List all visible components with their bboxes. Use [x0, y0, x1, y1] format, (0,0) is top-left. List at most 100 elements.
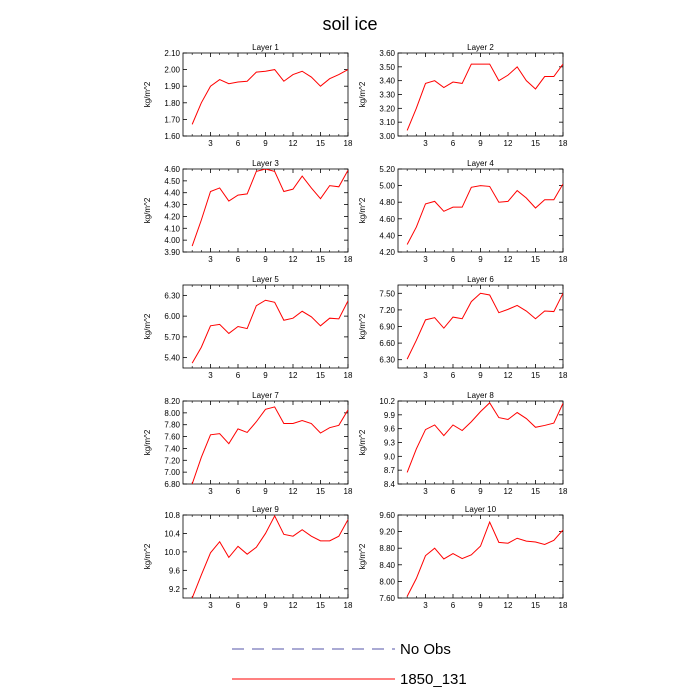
y-tick-label: 9.6 — [169, 566, 181, 575]
plot-frame — [182, 284, 349, 369]
legend-label: No Obs — [400, 641, 451, 658]
x-tick-label: 6 — [451, 487, 456, 496]
series-line — [191, 169, 348, 247]
series-line — [191, 406, 348, 484]
x-tick-label: 3 — [208, 371, 213, 380]
y-tick-label: 3.60 — [379, 49, 395, 58]
y-axis-label: kg/m^2 — [143, 543, 152, 569]
y-tick-label: 5.70 — [164, 333, 180, 342]
y-tick-label: 4.20 — [379, 248, 395, 257]
y-axis-label: kg/m^2 — [143, 429, 152, 455]
y-tick-label: 1.90 — [164, 82, 180, 91]
x-tick-label: 6 — [236, 601, 241, 610]
y-tick-label: 3.20 — [379, 104, 395, 113]
y-axis-label: kg/m^2 — [358, 543, 367, 569]
y-tick-label: 1.80 — [164, 99, 180, 108]
x-tick-label: 6 — [451, 371, 456, 380]
chart-panel: Layer 4 3 6 9 12 15 18 4.20 4.40 4.60 4.80 5.00 5.20… — [358, 159, 568, 264]
legend: No Obs 1850_131 — [232, 641, 467, 688]
x-tick-label: 6 — [236, 487, 241, 496]
y-tick-label: 7.60 — [379, 594, 395, 603]
y-tick-label: 9.20 — [379, 528, 395, 537]
legend-label: 1850_131 — [400, 671, 467, 688]
series-line — [406, 402, 563, 473]
panel-title: Layer 3 — [252, 159, 279, 168]
panel-title: Layer 2 — [467, 43, 494, 52]
y-tick-label: 5.00 — [379, 182, 395, 191]
y-tick-label: 3.00 — [379, 132, 395, 141]
plot-frame — [182, 52, 349, 137]
x-tick-label: 12 — [504, 255, 513, 264]
x-tick-label: 9 — [478, 255, 483, 264]
x-tick-label: 18 — [344, 371, 353, 380]
panel-title: Layer 10 — [465, 505, 497, 514]
chart-panel: Layer 7 3 6 9 12 15 18 6.80 7.00 7.20 7.40 7.60 7.80… — [143, 391, 353, 496]
y-tick-label: 3.50 — [379, 63, 395, 72]
panels: Layer 1 3 6 9 12 15 18 1.60 1.70 1.80 1.90 2.00 2.10… — [143, 43, 568, 610]
x-tick-label: 9 — [263, 255, 268, 264]
series-line — [191, 515, 348, 598]
x-tick-label: 15 — [531, 255, 540, 264]
chart-panel: Layer 1 3 6 9 12 15 18 1.60 1.70 1.80 1.90 2.00 2.10… — [143, 43, 353, 148]
y-tick-label: 4.80 — [379, 198, 395, 207]
x-tick-label: 3 — [208, 601, 213, 610]
x-tick-label: 12 — [504, 139, 513, 148]
x-tick-label: 15 — [531, 139, 540, 148]
series-line — [406, 520, 563, 597]
y-tick-label: 10.8 — [164, 511, 180, 520]
chart-panel: Layer 2 3 6 9 12 15 18 3.00 3.10 3.20 3.30 3.40 3.50… — [358, 43, 568, 148]
x-tick-label: 18 — [344, 487, 353, 496]
y-tick-label: 9.0 — [384, 452, 396, 461]
x-tick-label: 15 — [531, 371, 540, 380]
plot-frame — [397, 400, 564, 485]
x-tick-label: 9 — [263, 487, 268, 496]
y-tick-label: 8.00 — [164, 409, 180, 418]
chart-panel: Layer 5 3 6 9 12 15 18 5.40 5.70 6.00 6.30 kg/m^2 — [143, 275, 353, 380]
series-line — [406, 292, 563, 360]
y-tick-label: 6.00 — [164, 312, 180, 321]
series-line — [406, 183, 563, 245]
y-tick-label: 8.4 — [384, 480, 396, 489]
y-tick-label: 2.10 — [164, 49, 180, 58]
y-axis-label: kg/m^2 — [358, 81, 367, 107]
x-tick-label: 18 — [559, 139, 568, 148]
x-tick-label: 12 — [504, 371, 513, 380]
y-tick-label: 7.20 — [379, 306, 395, 315]
figure-title: soil ice — [322, 14, 377, 34]
x-tick-label: 3 — [423, 371, 428, 380]
panel-title: Layer 7 — [252, 391, 279, 400]
x-tick-label: 6 — [451, 139, 456, 148]
series-line — [406, 63, 563, 131]
x-tick-label: 18 — [344, 255, 353, 264]
chart-panel: Layer 10 3 6 9 12 15 18 7.60 8.00 8.40 8.80 9.20 9.6… — [358, 505, 568, 610]
y-tick-label: 4.60 — [164, 165, 180, 174]
x-tick-label: 18 — [344, 601, 353, 610]
x-tick-label: 6 — [236, 255, 241, 264]
y-axis-label: kg/m^2 — [143, 81, 152, 107]
plot-frame — [182, 168, 349, 253]
x-tick-label: 15 — [531, 601, 540, 610]
y-tick-label: 9.2 — [169, 585, 181, 594]
x-tick-label: 15 — [316, 255, 325, 264]
x-tick-label: 15 — [316, 487, 325, 496]
y-tick-label: 4.20 — [164, 212, 180, 221]
x-tick-label: 12 — [289, 371, 298, 380]
y-tick-label: 8.20 — [164, 397, 180, 406]
panel-title: Layer 4 — [467, 159, 494, 168]
y-tick-label: 7.40 — [164, 444, 180, 453]
x-tick-label: 12 — [289, 487, 298, 496]
x-tick-label: 18 — [344, 139, 353, 148]
y-tick-label: 6.60 — [379, 339, 395, 348]
y-tick-label: 4.00 — [164, 236, 180, 245]
x-tick-label: 3 — [423, 255, 428, 264]
y-tick-label: 2.00 — [164, 66, 180, 75]
y-tick-label: 4.40 — [164, 189, 180, 198]
plot-frame — [182, 514, 349, 599]
x-tick-label: 15 — [316, 139, 325, 148]
y-tick-label: 5.40 — [164, 354, 180, 363]
x-tick-label: 15 — [316, 601, 325, 610]
x-tick-label: 9 — [263, 601, 268, 610]
y-tick-label: 4.30 — [164, 201, 180, 210]
y-tick-label: 3.90 — [164, 248, 180, 257]
plot-frame — [397, 52, 564, 137]
